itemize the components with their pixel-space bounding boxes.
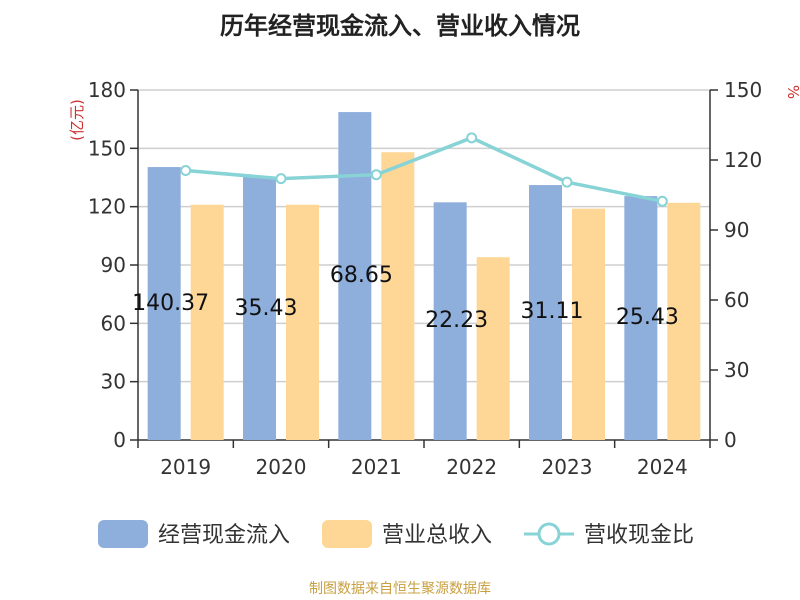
bar-operating-cash-inflow xyxy=(338,112,372,440)
left-axis-tick-label: 90 xyxy=(101,253,126,277)
ratio-line-point xyxy=(656,195,668,207)
bar-operating-cash-inflow xyxy=(147,167,181,440)
right-axis-tick-label: 0 xyxy=(724,428,737,452)
right-axis-unit-label: % xyxy=(784,85,800,99)
bar-operating-cash-inflow xyxy=(433,202,467,440)
bar-data-label: 140.37 xyxy=(132,291,209,316)
right-axis-tick-label: 90 xyxy=(724,218,749,242)
data-source-note: 制图数据来自恒生聚源数据库 xyxy=(309,581,491,597)
right-axis-tick-label: 30 xyxy=(724,358,749,382)
x-axis-tick-label: 2024 xyxy=(637,455,688,479)
bar-total-revenue xyxy=(667,202,701,440)
bar-total-revenue xyxy=(286,204,319,440)
x-axis-tick-label: 2022 xyxy=(446,455,497,479)
bar-operating-cash-inflow xyxy=(624,196,658,440)
bar-total-revenue xyxy=(381,152,415,440)
legend-swatch xyxy=(98,520,148,548)
right-axis-tick-label: 120 xyxy=(724,148,762,172)
left-axis-unit-label: (亿元) xyxy=(68,99,86,141)
left-axis-tick-label: 150 xyxy=(88,136,126,160)
bar-data-label: 35.43 xyxy=(235,296,298,321)
legend-swatch xyxy=(322,520,372,548)
x-axis-tick-label: 2021 xyxy=(351,455,402,479)
right-axis-tick-label: 60 xyxy=(724,288,749,312)
bar-data-label: 31.11 xyxy=(521,299,584,324)
legend-label: 营业总收入 xyxy=(382,523,492,548)
bar-operating-cash-inflow xyxy=(243,176,276,441)
bar-total-revenue xyxy=(190,204,224,440)
legend-label: 营收现金比 xyxy=(584,523,694,548)
ratio-line-point xyxy=(561,176,573,188)
right-axis-tick-label: 150 xyxy=(724,78,762,102)
left-axis-tick-label: 120 xyxy=(88,195,126,219)
bar-total-revenue xyxy=(476,257,510,440)
ratio-line-point xyxy=(275,173,287,185)
ratio-line-point xyxy=(180,165,192,176)
left-axis-tick-label: 30 xyxy=(101,370,126,394)
ratio-line xyxy=(185,135,663,204)
legend-label: 经营现金流入 xyxy=(158,523,290,548)
bar-data-label: 68.65 xyxy=(330,263,393,288)
x-axis-tick-label: 2019 xyxy=(160,455,211,479)
ratio-line-point xyxy=(466,132,478,144)
left-axis-tick-label: 0 xyxy=(113,428,126,452)
bar-operating-cash-inflow xyxy=(529,185,562,440)
x-axis-tick-label: 2020 xyxy=(256,455,307,479)
left-axis-tick-label: 180 xyxy=(88,78,126,102)
chart-title: 历年经营现金流入、营业收入情况 xyxy=(220,12,580,40)
left-axis-tick-label: 60 xyxy=(101,311,126,335)
x-axis-tick-label: 2023 xyxy=(542,455,593,479)
bar-data-label: 25.43 xyxy=(616,305,679,330)
bar-total-revenue xyxy=(572,208,605,440)
legend-line-marker xyxy=(537,522,561,546)
ratio-line-point xyxy=(370,169,382,181)
bar-data-label: 22.23 xyxy=(425,308,488,333)
